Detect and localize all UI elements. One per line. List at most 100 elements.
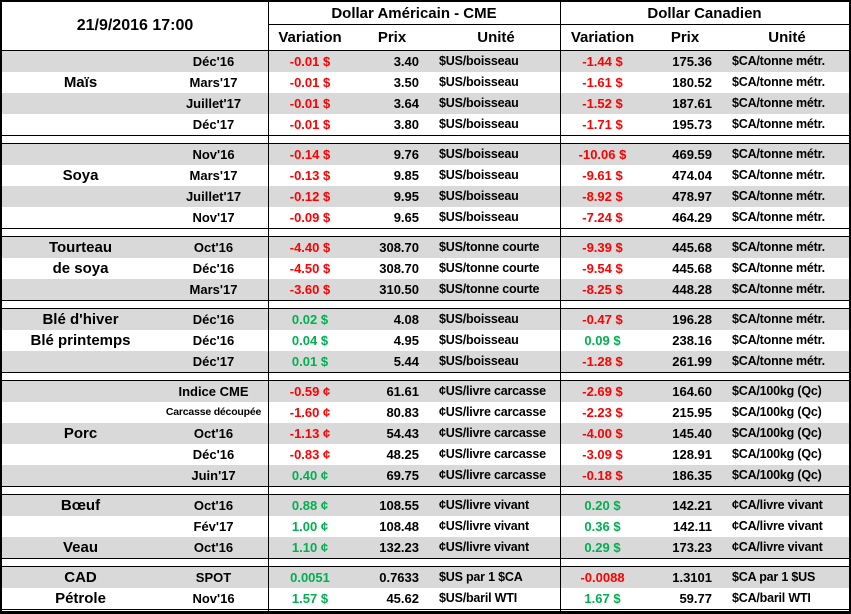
usd-price-cell: 308.70: [379, 261, 419, 276]
commodity-cell: Blé printemps: [30, 332, 131, 349]
table-row: Pétrole Nov'16 1.57 $ 45.62 $US/baril WTI 1.6…: [2, 588, 849, 609]
cad-variation-cell: -1.52 $: [582, 96, 623, 111]
cad-price-cell: 464.29: [672, 210, 712, 225]
commodity-section-tourteau-de-soya: Tourteau Oct'16 -4.40 $ 308.70 $US/tonne cou…: [2, 236, 849, 301]
commodity-cell: Pétrole: [55, 590, 106, 607]
contract-cell: Déc'17: [192, 117, 235, 132]
cad-variation-cell: 0.20 $: [584, 498, 621, 513]
cad-variation-cell: 0.09 $: [584, 333, 621, 348]
usd-unit-cell: $US/tonne courte: [439, 261, 540, 275]
usd-unit-cell: $US/boisseau: [439, 117, 519, 131]
usd-group-header: Dollar Américain - CME: [268, 2, 560, 25]
subheader-row: Variation Prix Unité Variation Prix Unit…: [268, 25, 849, 50]
cad-variation-cell: -2.69 $: [582, 384, 623, 399]
usd-unit-cell: ¢US/livre carcasse: [439, 468, 546, 482]
contract-cell: Carcasse découpée: [165, 406, 262, 418]
cad-unit-cell: $CA/100kg (Qc): [732, 447, 822, 461]
contract-cell: Déc'16: [192, 54, 235, 69]
usd-variation-cell: 0.04 $: [291, 333, 329, 348]
cad-price-cell: 445.68: [672, 240, 712, 255]
usd-variation-cell: 1.57 $: [291, 591, 329, 606]
cad-unit-cell: ¢CA/livre vivant: [732, 519, 823, 533]
usd-price-cell: 5.44: [393, 354, 419, 369]
cad-variation-cell: -10.06 $: [578, 147, 627, 162]
usd-variation-cell: 0.01 $: [291, 354, 329, 369]
column-divider: [268, 2, 269, 611]
cad-unit-cell: $CA/tonne métr.: [732, 312, 825, 326]
contract-cell: Nov'17: [192, 210, 235, 225]
section-separator: [2, 487, 849, 494]
usd-price-cell: 45.62: [386, 591, 419, 606]
usd-price-cell: 0.7633: [379, 570, 419, 585]
usd-variation-cell: -1.13 ¢: [289, 426, 331, 441]
column-header-usd-variation: Variation: [278, 29, 342, 46]
cad-variation-cell: 0.29 $: [584, 540, 621, 555]
report-datetime: 21/9/2016 17:00: [76, 17, 194, 34]
contract-cell: Nov'16: [192, 147, 235, 162]
commodity-cell: [2, 279, 159, 300]
cad-price-cell: 180.52: [672, 75, 712, 90]
cad-price-cell: 445.68: [672, 261, 712, 276]
usd-variation-cell: -0.59 ¢: [289, 384, 331, 399]
cad-variation-cell: -4.00 $: [582, 426, 623, 441]
cad-variation-cell: -1.61 $: [582, 75, 623, 90]
section-separator: [2, 136, 849, 143]
commodity-cell: [2, 93, 159, 114]
commodity-cell: [2, 381, 159, 402]
cad-unit-cell: $CA/tonne métr.: [732, 354, 825, 368]
contract-cell: Déc'16: [192, 447, 235, 462]
cad-unit-cell: $CA/tonne métr.: [732, 261, 825, 275]
cad-variation-cell: -0.0088: [580, 570, 625, 585]
usd-variation-cell: -0.01 $: [289, 96, 331, 111]
usd-variation-cell: -3.60 $: [289, 282, 331, 297]
cad-variation-cell: -0.18 $: [582, 468, 623, 483]
cad-unit-cell: $CA/tonne métr.: [732, 147, 825, 161]
column-header-cad-variation: Variation: [570, 29, 635, 46]
contract-cell: Oct'16: [193, 426, 234, 441]
table-row: Déc'16 -0.01 $ 3.40 $US/boisseau -1.44 $ 175.…: [2, 51, 849, 72]
cad-variation-cell: -0.47 $: [582, 312, 623, 327]
contract-cell: Juillet'17: [185, 96, 242, 111]
usd-variation-cell: -1.60 ¢: [289, 405, 331, 420]
column-header-cad-unite: Unité: [768, 29, 806, 46]
commodity-section-ble: Blé d'hiver Déc'16 0.02 $ 4.08 $US/boisseau -…: [2, 308, 849, 373]
commodity-section-soya: Nov'16 -0.14 $ 9.76 $US/boisseau -10.06 $ 469…: [2, 143, 849, 229]
usd-variation-cell: 0.40 ¢: [291, 468, 329, 483]
commodity-section-cad-petrole: CAD SPOT 0.0051 0.7633 $US par 1 $CA -0.0088 1…: [2, 566, 849, 610]
commodity-cell: [2, 114, 159, 135]
column-header-usd-unite: Unité: [477, 29, 515, 46]
contract-cell: Juin'17: [191, 468, 236, 483]
usd-price-cell: 48.25: [386, 447, 419, 462]
usd-variation-cell: -0.01 $: [289, 75, 331, 90]
usd-price-cell: 3.80: [393, 117, 419, 132]
commodity-cell: Bœuf: [60, 497, 101, 514]
usd-variation-cell: -0.01 $: [289, 54, 331, 69]
cad-variation-cell: 1.67 $: [584, 591, 621, 606]
usd-variation-cell: -0.13 $: [289, 168, 331, 183]
table-row: Juillet'17 -0.12 $ 9.95 $US/boisseau -8.92 $…: [2, 186, 849, 207]
cad-unit-cell: $CA/tonne métr.: [732, 117, 825, 131]
usd-price-cell: 9.85: [393, 168, 419, 183]
commodity-cell: Soya: [62, 167, 99, 184]
cad-unit-cell: $CA/tonne métr.: [732, 168, 825, 182]
usd-price-cell: 69.75: [386, 468, 419, 483]
column-header-cad-prix: Prix: [670, 29, 700, 46]
cad-unit-cell: ¢CA/livre vivant: [732, 540, 823, 554]
usd-variation-cell: -4.50 $: [289, 261, 331, 276]
cad-unit-cell: ¢CA/livre vivant: [732, 498, 823, 512]
table-row: Porc Oct'16 -1.13 ¢ 54.43 ¢US/livre carcasse…: [2, 423, 849, 444]
cad-variation-cell: -9.61 $: [582, 168, 623, 183]
usd-unit-cell: $US/boisseau: [439, 75, 519, 89]
table-row: Veau Oct'16 1.10 ¢ 132.23 ¢US/livre vivant 0.…: [2, 537, 849, 558]
usd-variation-cell: 0.02 $: [291, 312, 329, 327]
cad-price-cell: 261.99: [672, 354, 712, 369]
usd-unit-cell: $US/boisseau: [439, 354, 519, 368]
cad-variation-cell: -7.24 $: [582, 210, 623, 225]
table-row: Déc'17 -0.01 $ 3.80 $US/boisseau -1.71 $ 195.…: [2, 114, 849, 135]
usd-price-cell: 54.43: [386, 426, 419, 441]
commodity-cell: [2, 186, 159, 207]
cad-price-cell: 478.97: [672, 189, 712, 204]
table-row: Mars'17 -3.60 $ 310.50 $US/tonne courte -8.2…: [2, 279, 849, 300]
cad-price-cell: 142.11: [672, 519, 712, 534]
